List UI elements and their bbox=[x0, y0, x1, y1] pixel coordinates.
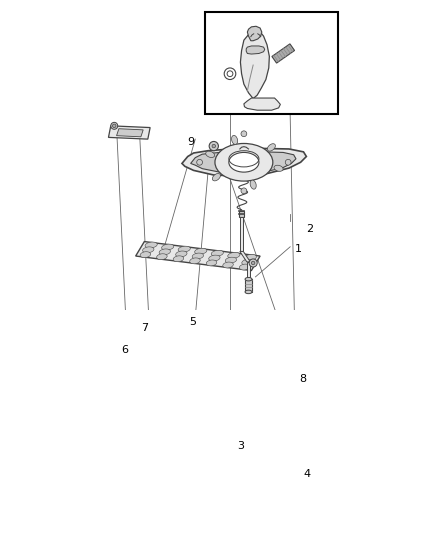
Circle shape bbox=[241, 188, 247, 193]
Circle shape bbox=[111, 123, 118, 130]
Polygon shape bbox=[109, 126, 150, 139]
Ellipse shape bbox=[211, 251, 223, 256]
Polygon shape bbox=[245, 279, 252, 292]
Text: 1: 1 bbox=[295, 245, 302, 254]
Ellipse shape bbox=[194, 248, 207, 254]
Ellipse shape bbox=[225, 257, 237, 263]
Ellipse shape bbox=[239, 264, 250, 270]
Circle shape bbox=[209, 141, 219, 151]
Ellipse shape bbox=[215, 143, 273, 181]
Polygon shape bbox=[272, 44, 295, 63]
Ellipse shape bbox=[232, 135, 238, 144]
Ellipse shape bbox=[244, 254, 257, 261]
Text: 3: 3 bbox=[237, 441, 244, 451]
Ellipse shape bbox=[206, 151, 215, 158]
Polygon shape bbox=[191, 152, 296, 173]
Polygon shape bbox=[247, 26, 262, 41]
Text: 7: 7 bbox=[141, 322, 148, 333]
Polygon shape bbox=[136, 241, 260, 271]
Circle shape bbox=[113, 124, 116, 127]
Text: 5: 5 bbox=[189, 317, 196, 327]
Ellipse shape bbox=[145, 242, 157, 248]
Text: 2: 2 bbox=[307, 224, 314, 234]
Text: 8: 8 bbox=[300, 374, 307, 384]
Polygon shape bbox=[244, 98, 280, 110]
Ellipse shape bbox=[190, 258, 200, 264]
Text: 6: 6 bbox=[121, 345, 128, 354]
Ellipse shape bbox=[209, 255, 220, 261]
Polygon shape bbox=[247, 262, 250, 279]
Ellipse shape bbox=[267, 144, 276, 151]
Ellipse shape bbox=[192, 253, 204, 259]
Ellipse shape bbox=[159, 249, 170, 255]
Circle shape bbox=[249, 259, 257, 267]
Polygon shape bbox=[240, 29, 269, 99]
Ellipse shape bbox=[242, 259, 253, 265]
Ellipse shape bbox=[140, 252, 151, 257]
Circle shape bbox=[285, 159, 291, 165]
Ellipse shape bbox=[250, 180, 256, 189]
Circle shape bbox=[197, 159, 202, 165]
Ellipse shape bbox=[212, 173, 220, 181]
Ellipse shape bbox=[206, 260, 217, 266]
Ellipse shape bbox=[229, 152, 259, 172]
Ellipse shape bbox=[245, 290, 252, 294]
Ellipse shape bbox=[162, 244, 174, 250]
Ellipse shape bbox=[173, 256, 184, 262]
Ellipse shape bbox=[223, 262, 233, 268]
Polygon shape bbox=[246, 46, 265, 54]
Circle shape bbox=[212, 144, 215, 148]
Circle shape bbox=[241, 131, 247, 136]
Ellipse shape bbox=[157, 254, 167, 260]
Circle shape bbox=[251, 261, 255, 265]
Polygon shape bbox=[117, 128, 143, 137]
Ellipse shape bbox=[176, 251, 187, 257]
Text: 9: 9 bbox=[188, 138, 195, 148]
Polygon shape bbox=[182, 148, 307, 176]
Ellipse shape bbox=[274, 165, 283, 171]
Ellipse shape bbox=[178, 246, 191, 252]
Circle shape bbox=[224, 68, 236, 79]
Bar bbox=[205, 12, 338, 114]
Polygon shape bbox=[239, 211, 244, 217]
Polygon shape bbox=[240, 217, 243, 252]
Polygon shape bbox=[240, 252, 250, 262]
Ellipse shape bbox=[143, 247, 154, 253]
Ellipse shape bbox=[245, 278, 252, 281]
Text: 4: 4 bbox=[304, 469, 311, 479]
Ellipse shape bbox=[228, 252, 240, 259]
